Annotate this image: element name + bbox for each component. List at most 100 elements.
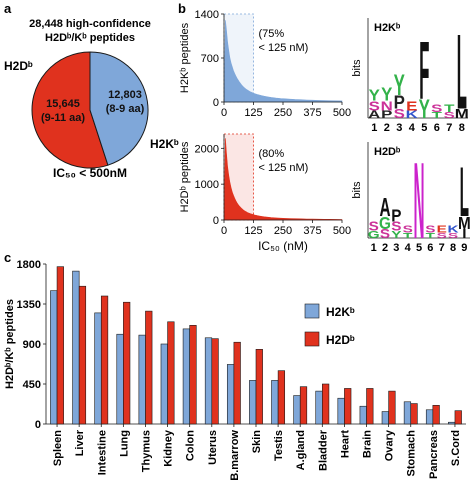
bar-h2db <box>145 310 153 425</box>
x-tick-label: 500 <box>333 225 351 237</box>
pie-legend-h2kb: H2Kᵇ <box>150 137 179 151</box>
pie-title-line2: H2Dᵇ/Kᵇ peptides <box>45 32 135 44</box>
logo-letter: S <box>425 223 436 235</box>
bar-h2db <box>299 386 308 425</box>
y-axis-label: H2Kᵇ peptides <box>179 22 191 93</box>
logo-letter: L <box>457 13 467 132</box>
logo-letter: I <box>462 226 466 241</box>
bar-h2kb <box>359 405 367 425</box>
bar-h2kb <box>72 270 80 425</box>
position-label: 4 <box>409 122 416 134</box>
position-label: 1 <box>371 122 377 134</box>
bar-h2db <box>454 410 462 425</box>
logo-letter: Y <box>381 84 392 105</box>
logo-letter: G <box>368 229 380 241</box>
pie-label-h2kb-count: 12,803 <box>108 89 142 101</box>
logo-letter: N <box>413 141 424 261</box>
bar-h2kb <box>94 312 102 425</box>
logo-letter: S <box>394 107 405 122</box>
y-tick-label: 1350 <box>17 299 41 311</box>
category-label: Skin <box>251 430 263 454</box>
category-label: Brain <box>362 430 374 458</box>
bar-h2db <box>189 325 197 425</box>
logo-letter: Y <box>419 94 430 124</box>
pie-footnote: IC₅₀ < 500nM <box>53 166 127 180</box>
y-tick-label: 2000 <box>195 143 219 155</box>
x-tick-label: 0 <box>221 107 227 119</box>
logo-title: H2Kᵇ <box>374 22 401 34</box>
annotation-line2: < 125 nM) <box>259 162 309 174</box>
bar-h2db <box>388 390 396 425</box>
category-label: Heart <box>339 430 351 458</box>
bar-h2kb <box>182 328 190 425</box>
position-label: 7 <box>446 122 452 134</box>
y-tick-label: 700 <box>201 53 219 65</box>
logo-letter: K <box>447 223 459 235</box>
logo-letter: M <box>458 213 471 233</box>
x-tick-label: 375 <box>303 107 321 119</box>
logo-letter: S <box>437 231 447 240</box>
tissue-bar-chart: 0 450 900 1350 1800 H2Dᵇ/Kᵇ peptides Spleen Liv… <box>4 259 466 481</box>
logo-letter: T <box>426 231 436 240</box>
panel-label-c: c <box>4 250 11 265</box>
logo-letter: S <box>380 226 390 241</box>
position-label: 6 <box>427 242 433 254</box>
position-label: 3 <box>393 242 399 254</box>
logo-letter: T <box>444 102 455 114</box>
y-tick-label: 1400 <box>195 9 219 21</box>
bar-h2db <box>233 341 241 425</box>
bar-h2db <box>167 321 175 425</box>
category-label: Lung <box>118 430 130 457</box>
bar-h2kb <box>138 334 146 425</box>
logo-letter: M <box>455 107 469 122</box>
position-label: 9 <box>461 242 467 254</box>
x-tick-label: 125 <box>244 225 262 237</box>
bar-h2db <box>344 388 352 425</box>
y-axis-label: H2Dᵇ/Kᵇ peptides <box>4 299 16 389</box>
logo-letter: S <box>391 219 401 234</box>
position-label: 7 <box>439 242 445 254</box>
logo-letter: N <box>381 99 393 114</box>
annotation-line1: (80% <box>259 148 285 160</box>
logo-letter: P <box>394 92 405 113</box>
annotation-line1: (75% <box>259 28 285 40</box>
pie-label-h2db-count: 15,645 <box>46 98 80 110</box>
pie-legend-h2db: H2Dᵇ <box>4 59 33 73</box>
bar-h2kb <box>425 409 434 425</box>
y-tick-label: 900 <box>23 339 41 351</box>
position-label: 5 <box>421 122 427 134</box>
x-axis-label: IC₅₀ (nM) <box>258 239 308 253</box>
logo-letter: Y <box>369 87 380 105</box>
pie-title-line1: 28,448 high-confidence <box>29 18 151 30</box>
category-label: Bladder <box>317 429 329 471</box>
logo-letter: K <box>406 108 419 120</box>
logo-letter: S <box>369 219 379 234</box>
logo-letter: Y <box>394 69 405 102</box>
category-label: Intestine <box>96 430 108 475</box>
bar-h2kb <box>204 337 213 425</box>
bar-h2db <box>56 266 64 425</box>
bar-h2kb <box>337 397 345 425</box>
bar-h2db <box>277 370 286 425</box>
legend-swatch-h2db <box>304 331 320 347</box>
bar-h2kb <box>293 395 301 425</box>
category-label: Testis <box>273 430 285 461</box>
logo-letter: E <box>406 99 417 114</box>
histogram-h2kb: 0 700 1400 0 125 250 375 500 (75% < 125 nM) H2Kᵇ p… <box>179 9 351 119</box>
bar-h2db <box>322 383 330 425</box>
y-tick-label: 1000 <box>195 179 219 191</box>
bar-h2kb <box>116 333 124 425</box>
histogram-h2db: 0 1000 2000 0 125 250 375 500 (80% < 125 nM) H2Dᵇ … <box>179 133 351 253</box>
category-label: Thymus <box>140 430 152 472</box>
category-label: Ovary <box>384 429 396 461</box>
pie-slice-h2db <box>31 51 109 169</box>
bar-h2kb <box>50 290 58 425</box>
logo-letter: F <box>419 24 429 117</box>
position-label: 3 <box>396 122 402 134</box>
x-tick-label: 0 <box>221 225 227 237</box>
category-label: Spleen <box>52 430 64 466</box>
y-tick-label: 1800 <box>17 259 41 271</box>
y-tick-label: 0 <box>213 215 219 227</box>
category-label: Kidney <box>163 429 175 467</box>
